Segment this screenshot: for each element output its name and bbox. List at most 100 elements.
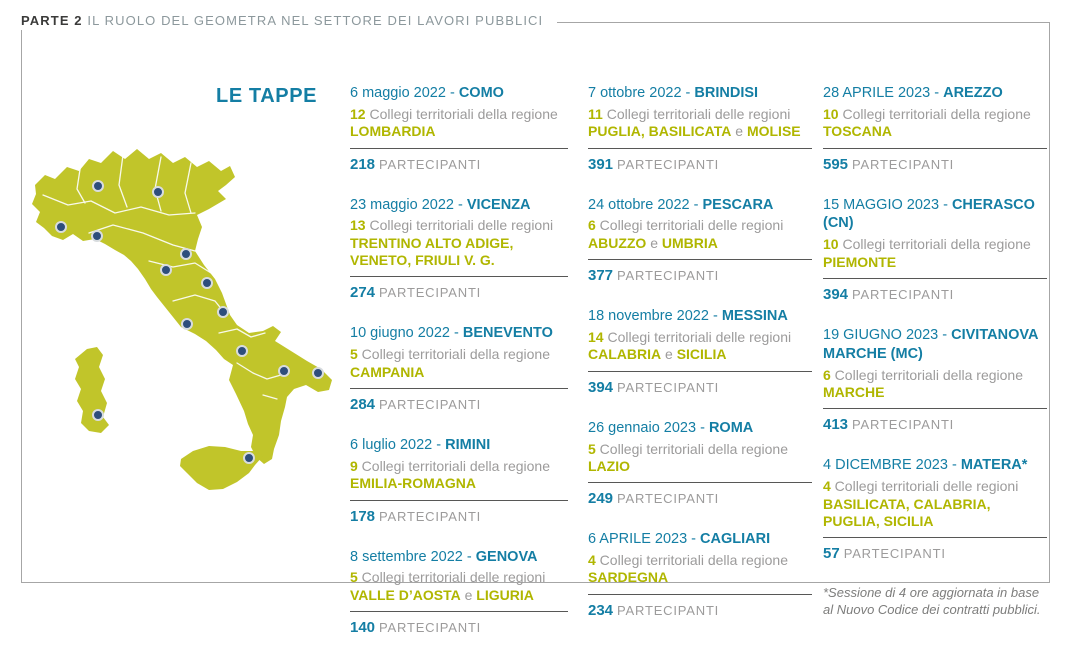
event-date: 15 MAGGIO 2023 - [823,196,952,213]
region-name: VALLE D’AOSTA [350,586,461,603]
description-text: Collegi territoriali delle regioni [830,478,1019,495]
region-name: ABUZZO [588,234,647,251]
event-date: 8 settembre 2022 - [350,548,476,565]
event-description: Collegi territoriali della regione TOSCA… [823,106,1031,139]
region-name: LIGURIA [476,586,534,603]
map-dot-pescara [217,306,229,318]
participants-label: PARTECIPANTI [617,602,720,618]
college-count: 4 [588,552,596,569]
event-description: Collegi territoriali della regione EMILI… [350,458,550,491]
event-entry: 18 novembre 2022 - MESSINA 14 Collegi te… [588,307,812,396]
participants-count: 595 [823,155,849,173]
participants-count: 274 [350,284,376,302]
map-dot-roma [181,318,193,330]
event-description: Collegi territoriali della regione LAZIO [588,441,788,474]
event-date: 23 maggio 2022 - [350,196,467,213]
part-label: PARTE 2 [21,13,83,28]
college-count: 13 [350,217,366,234]
section-title: LE TAPPE [216,85,318,107]
participants-count: 394 [588,378,614,396]
college-count: 10 [823,236,839,253]
participants-label: PARTECIPANTI [852,286,955,302]
college-count: 11 [588,105,603,122]
italy-silhouette [32,149,332,490]
event-city: CHERASCO (CN) [823,196,1035,232]
event-description: Collegi territoriali della regione MARCH… [823,367,1023,400]
description-text: e [646,234,662,251]
event-date: 24 ottobre 2022 - [588,196,703,213]
event-date: 19 GIUGNO 2023 - [823,326,952,343]
map-dot-como [92,180,104,192]
page-title: IL RUOLO DEL GEOMETRA NEL SETTORE DEI LA… [87,13,544,28]
event-entry: 26 gennaio 2023 - ROMA 5 Collegi territo… [588,419,812,508]
college-count: 5 [350,346,358,363]
participants-label: PARTECIPANTI [843,546,946,562]
region-name: PIEMONTE [823,253,897,270]
college-count: 14 [588,328,604,345]
map-dot-vicenza [152,186,164,198]
map-dot-benevento [236,345,248,357]
description-text: Collegi territoriali della regione [365,105,558,122]
college-count: 12 [350,105,366,122]
participants-count: 394 [823,285,849,303]
event-entry: 10 giugno 2022 - BENEVENTO 5 Collegi ter… [350,324,568,413]
participants-count: 391 [588,155,614,173]
participants-count: 377 [588,267,614,285]
event-description: Collegi territoriali della regione SARDE… [588,552,788,585]
event-description: Collegi territoriali della regione CAMPA… [350,346,550,379]
description-text: Collegi territoriali della regione [838,236,1031,253]
region-name: TOSCANA [823,123,892,140]
participants-label: PARTECIPANTI [617,268,720,284]
region-borders [42,154,282,400]
description-text: e [661,346,677,363]
map-dot-brindisi [312,367,324,379]
event-date: 7 ottobre 2022 - [588,85,695,101]
event-description: Collegi territoriali delle regioni BASIL… [823,478,1018,529]
participants-label: PARTECIPANTI [617,491,720,507]
participants-count: 413 [823,416,849,434]
participants-count: 57 [823,545,840,563]
event-date: 10 giugno 2022 - [350,325,463,342]
event-description: Collegi territoriali delle regioni PUGLI… [588,106,801,139]
participants-count: 140 [350,619,376,637]
event-city: BENEVENTO [462,325,553,342]
participants-count: 249 [588,490,614,508]
description-text: Collegi territoriali della regione [357,346,551,363]
events-column-3: 28 APRILE 2023 - AREZZO 10 Collegi terri… [823,84,1047,619]
description-text: Collegi territoriali delle regioni [603,328,792,345]
description-text: Collegi territoriali delle regioni [602,105,791,122]
region-name: MARCHE [823,384,885,401]
participants-count: 178 [350,507,376,525]
region-name: PUGLIA, BASILICATA [588,123,732,140]
event-date: 28 APRILE 2023 - [823,85,944,101]
map-dot-cagliari [92,409,104,421]
region-name: SICILIA [676,346,727,363]
event-entry: 6 maggio 2022 - COMO 12 Collegi territor… [350,84,568,173]
region-name: TRENTINO ALTO ADIGE, VENETO, FRIULI V. G… [350,234,514,269]
description-text: Collegi territoriali delle regioni [357,569,546,586]
region-name: EMILIA-ROMAGNA [350,475,476,492]
event-entry: 6 APRILE 2023 - CAGLIARI 4 Collegi terri… [588,530,812,619]
events-column-1: 6 maggio 2022 - COMO 12 Collegi territor… [350,84,568,659]
event-city: MESSINA [721,308,788,325]
event-entry: 8 settembre 2022 - GENOVA 5 Collegi terr… [350,548,568,637]
event-date: 6 maggio 2022 - [350,85,459,101]
event-city: MATERA* [960,457,1028,474]
italy-map-svg [32,149,332,490]
footnote: *Sessione di 4 ore aggiornata in base al… [823,585,1041,618]
map-dot-genova [91,230,103,242]
event-description: Collegi territoriali delle regioni TRENT… [350,217,553,268]
map-dot-matera [278,365,290,377]
description-text: Collegi territoriali delle regioni [365,217,554,234]
region-name: UMBRIA [661,234,718,251]
event-entry: 28 APRILE 2023 - AREZZO 10 Collegi terri… [823,84,1047,173]
participants-label: PARTECIPANTI [379,508,482,524]
participants-label: PARTECIPANTI [379,285,482,301]
description-text: Collegi territoriali della regione [595,552,789,569]
page-header: PARTE 2 IL RUOLO DEL GEOMETRA NEL SETTOR… [21,13,558,30]
event-date: 6 APRILE 2023 - [588,531,701,548]
event-entry: 15 MAGGIO 2023 - CHERASCO (CN) 10 Colleg… [823,196,1047,303]
college-count: 5 [588,440,596,457]
event-date: 4 DICEMBRE 2023 - [823,457,961,474]
description-text: Collegi territoriali della regione [830,366,1024,383]
